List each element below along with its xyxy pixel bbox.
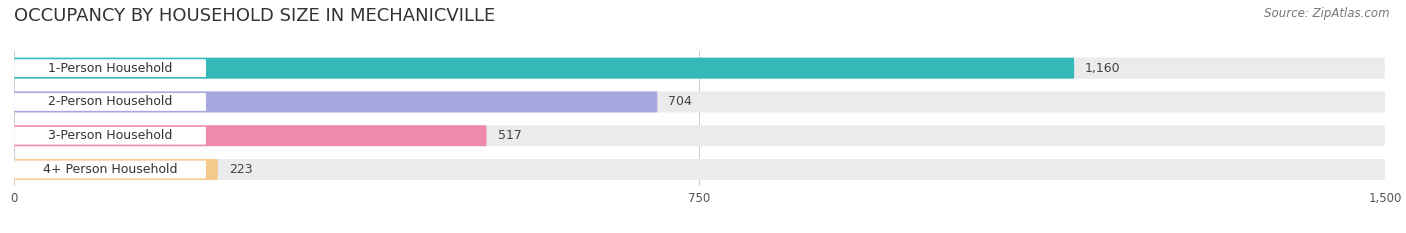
FancyBboxPatch shape — [14, 92, 1385, 112]
FancyBboxPatch shape — [14, 159, 218, 180]
Text: 4+ Person Household: 4+ Person Household — [42, 163, 177, 176]
Text: 2-Person Household: 2-Person Household — [48, 96, 172, 108]
FancyBboxPatch shape — [14, 58, 1074, 79]
Text: OCCUPANCY BY HOUSEHOLD SIZE IN MECHANICVILLE: OCCUPANCY BY HOUSEHOLD SIZE IN MECHANICV… — [14, 7, 495, 25]
Text: 704: 704 — [668, 96, 692, 108]
Text: 1,160: 1,160 — [1085, 62, 1121, 75]
FancyBboxPatch shape — [14, 59, 207, 77]
Text: 223: 223 — [229, 163, 253, 176]
FancyBboxPatch shape — [14, 92, 658, 112]
Text: 517: 517 — [498, 129, 522, 142]
Text: Source: ZipAtlas.com: Source: ZipAtlas.com — [1264, 7, 1389, 20]
Text: 1-Person Household: 1-Person Household — [48, 62, 172, 75]
FancyBboxPatch shape — [14, 93, 207, 111]
FancyBboxPatch shape — [14, 125, 486, 146]
Text: 3-Person Household: 3-Person Household — [48, 129, 172, 142]
FancyBboxPatch shape — [14, 125, 1385, 146]
FancyBboxPatch shape — [14, 161, 207, 178]
FancyBboxPatch shape — [14, 159, 1385, 180]
FancyBboxPatch shape — [14, 58, 1385, 79]
FancyBboxPatch shape — [14, 127, 207, 145]
